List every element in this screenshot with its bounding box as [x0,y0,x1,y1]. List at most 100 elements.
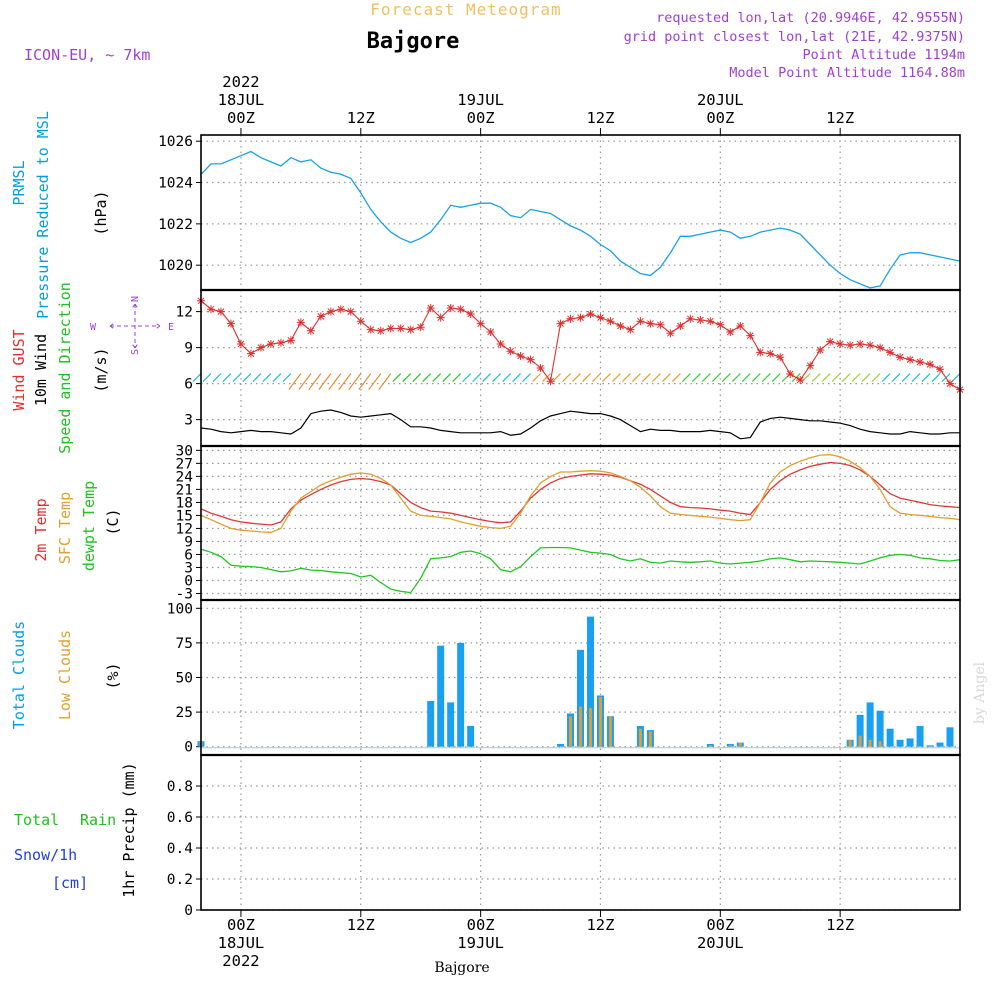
ytick-label: 1022 [158,217,193,233]
temp-2m-line [200,461,961,526]
gust-marker [596,313,605,322]
total-cloud-bar [577,649,584,747]
wind-barb [282,373,292,383]
legend-snow: Snow/1h [14,846,77,864]
bottom-tick-label: 19JUL [457,934,504,952]
label-2m-temp: 2m Temp [32,498,50,561]
gust-marker [746,331,755,340]
gust-marker [786,370,795,378]
label-speed-direction: Speed and Direction [56,282,74,454]
gust-marker [856,340,865,348]
gust-marker [506,347,515,356]
wind-barb [288,373,302,390]
gust-marker [606,317,615,326]
panel-side-labels: PRMSL Pressure Reduced to MSL (hPa) Wind GU… [10,111,174,898]
bottom-tick-label: 12Z [586,916,614,934]
top-title: Forecast Meteogram [370,0,561,19]
wind-barb [901,373,911,383]
gust-marker [456,305,465,314]
gust-marker [876,343,885,352]
gust-marker [776,353,785,362]
gust-marker [626,325,635,334]
gust-marker [686,314,695,323]
bottom-tick-label: 00Z [227,916,255,934]
gust-marker [766,349,775,358]
bottom-tick-label: 00Z [467,916,495,934]
wind-barb [472,373,482,383]
temp-sfc-line [200,454,961,533]
label-prmsl: PRMSL [10,160,28,205]
gust-marker [246,349,255,358]
wind-barb [392,373,402,383]
total-cloud-bar [936,742,944,747]
gust-marker [846,341,855,350]
gust-marker [346,307,355,316]
gust-marker [256,343,265,352]
wind-barb [651,373,661,383]
gust-marker [866,341,875,350]
gust-marker [556,319,565,328]
ytick-label: 0.4 [167,841,193,857]
wind-barb [671,373,681,383]
bottom-tick-label: 12Z [347,916,375,934]
gust-marker [946,379,955,388]
gust-marker [726,328,735,336]
gust-marker [906,355,915,364]
low-cloud-bar [868,739,872,747]
gust-marker [616,322,625,330]
panel-frame [200,754,961,911]
label-hpa: (hPa) [92,190,110,235]
ytick-label: 0 [184,740,193,756]
ytick-label: 1026 [158,134,193,150]
panel-frame [200,445,961,601]
wind-barb [242,373,252,383]
ytick-label: 6 [184,377,193,393]
gust-marker [806,361,815,370]
total-cloud-bar [866,702,874,747]
wind-barb [592,373,601,383]
wind-barb [661,373,671,383]
low-cloud-bar [608,716,612,747]
wind-barb [318,373,332,390]
wind-barb [422,373,432,383]
gust-marker [326,307,335,316]
ytick-label: 9 [184,341,193,357]
ytick-label: 6 [184,547,193,563]
pressure-line [200,150,961,289]
wind-barb [532,373,541,383]
wind-barb [761,373,771,383]
wind-barb [432,373,442,383]
ytick-label: 24 [176,469,194,485]
wind-barb [741,373,751,383]
wind-barb [222,373,232,383]
ytick-label: 0.2 [167,872,193,888]
wind-barb [771,373,781,383]
wind-barb [951,373,961,383]
gust-marker [376,326,385,335]
wind-barb [641,373,651,383]
wind-barb [751,373,761,383]
low-cloud-bar [648,731,652,747]
gust-marker [796,376,805,384]
gust-marker [536,364,545,372]
label-sfc-temp: SFC Temp [56,492,74,564]
gust-marker [286,336,295,345]
wind-barb [252,373,262,383]
label-percent: (%) [104,662,122,689]
wind-barb [582,373,591,383]
gust-marker [926,360,935,369]
compass-arrows [109,303,161,349]
gust-marker [646,319,655,328]
gust-marker [466,310,475,318]
wind-barb [298,373,312,390]
wind-speed-line [200,409,960,440]
low-cloud-bar [708,745,712,747]
gust-marker [396,324,405,333]
gust-marker [216,307,225,316]
wind-barb [572,373,581,383]
wind-barb [272,373,282,383]
gust-marker [426,304,435,312]
gust-marker [476,319,485,328]
wind-barb [871,373,881,383]
ytick-label: 75 [176,636,193,652]
